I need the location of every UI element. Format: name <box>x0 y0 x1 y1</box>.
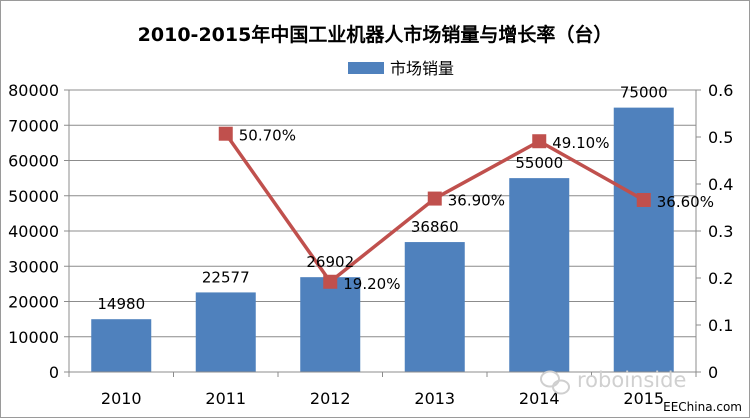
bar <box>613 107 674 372</box>
y-tick-label: 80000 <box>8 81 59 100</box>
bar <box>300 277 361 372</box>
bar-value-label: 75000 <box>620 84 668 102</box>
y2-tick-label: 0.5 <box>708 128 733 147</box>
y-tick-label: 60000 <box>8 152 59 171</box>
growth-value-label: 19.20% <box>343 275 400 293</box>
bar-value-label: 26902 <box>306 253 354 271</box>
x-tick-label: 2011 <box>205 389 246 408</box>
bar-series <box>91 107 674 372</box>
y-tick-label: 0 <box>49 363 59 382</box>
y-tick-label: 30000 <box>8 257 59 276</box>
bar-value-label: 55000 <box>515 154 563 172</box>
watermark-site: EEChina.com <box>663 400 742 414</box>
bar-value-label: 22577 <box>202 268 250 286</box>
bar <box>195 292 256 372</box>
legend: 市场销量 <box>348 59 454 78</box>
bar <box>404 242 465 372</box>
watermark: roboinside EEChina.com <box>540 368 742 414</box>
data-labels: 14980 22577 26902 36860 55000 75000 50.70% 19.2… <box>97 84 714 314</box>
y-tick-label: 50000 <box>8 187 59 206</box>
x-tick-label: 2015 <box>623 389 664 408</box>
y2-tick-label: 0.3 <box>708 222 733 241</box>
y-tick-label: 20000 <box>8 293 59 312</box>
growth-marker <box>323 274 338 289</box>
bar-value-label: 36860 <box>411 218 459 236</box>
y-tick-label: 40000 <box>8 222 59 241</box>
x-tick-label: 2010 <box>101 389 142 408</box>
watermark-text: roboinside <box>577 368 686 392</box>
y2-tick-label: 0 <box>708 363 718 382</box>
growth-marker <box>427 191 442 206</box>
growth-value-label: 50.70% <box>239 127 296 145</box>
growth-value-label: 49.10% <box>552 134 609 152</box>
x-tick-label: 2014 <box>519 389 560 408</box>
legend-swatch-bar <box>348 62 384 74</box>
legend-label-bar: 市场销量 <box>390 59 454 78</box>
growth-marker <box>636 192 651 207</box>
y2-tick-label: 0.4 <box>708 175 733 194</box>
growth-value-label: 36.90% <box>448 192 505 210</box>
bar-value-label: 14980 <box>97 295 145 313</box>
wechat-icon <box>540 370 570 395</box>
growth-marker <box>532 134 547 149</box>
y2-tick-label: 0.1 <box>708 316 733 335</box>
y2-tick-label: 0.2 <box>708 269 733 288</box>
y2-tick-label: 0.6 <box>708 81 733 100</box>
axes: 0 10000 20000 30000 40000 50000 60000 70000 8000… <box>8 81 733 408</box>
x-tick-label: 2013 <box>414 389 455 408</box>
chart-title: 2010-2015年中国工业机器人市场销量与增长率（台） <box>138 23 613 46</box>
growth-value-label: 36.60% <box>657 193 714 211</box>
bar <box>509 178 570 372</box>
x-tick-label: 2012 <box>310 389 351 408</box>
y-tick-label: 10000 <box>8 328 59 347</box>
growth-line-series <box>218 126 651 289</box>
bar <box>91 319 152 372</box>
y-tick-label: 70000 <box>8 116 59 135</box>
grid <box>69 89 696 338</box>
growth-marker <box>218 126 233 141</box>
